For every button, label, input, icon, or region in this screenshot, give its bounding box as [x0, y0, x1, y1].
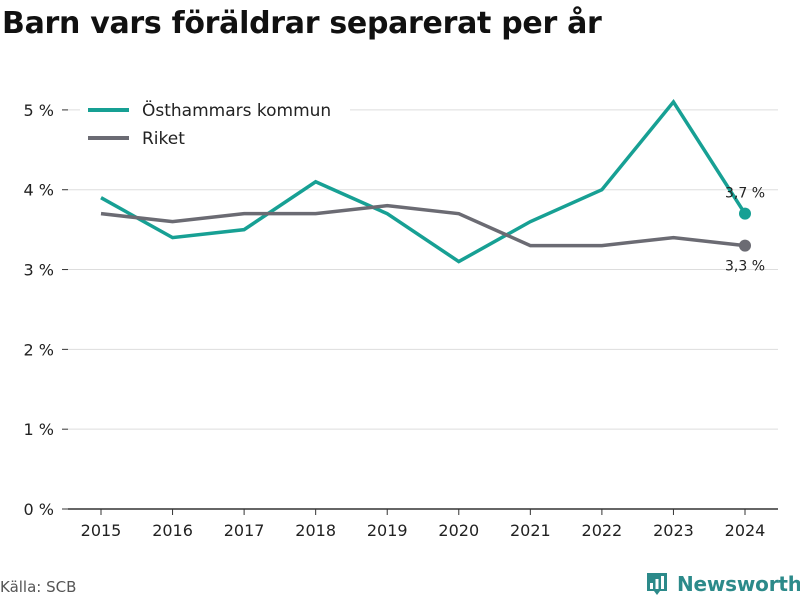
brand-name: Newsworthy — [677, 572, 800, 596]
series-line-0 — [100, 98, 747, 264]
x-axis: 2015 2016 2017 2018 2019 2020 2021 2022 2023 2024 — [68, 508, 778, 540]
brand-logo: Newsworthy — [645, 568, 800, 600]
series-line-1 — [100, 203, 746, 248]
end-value-label: 3,3 % — [725, 259, 765, 275]
y-tick-label: 5 % — [24, 101, 54, 120]
end-labels: 3,7 % 3,3 % — [725, 186, 765, 275]
x-tick-label: 2015 — [81, 521, 122, 540]
x-tick-label: 2019 — [367, 521, 408, 540]
y-tick-label: 1 % — [24, 420, 54, 439]
source-note: Källa: SCB — [0, 578, 77, 596]
legend: Östhammars kommun Riket — [80, 94, 350, 150]
bar-chart-icon — [647, 573, 667, 595]
legend-background — [80, 94, 350, 150]
end-marker — [739, 239, 751, 252]
x-tick-label: 2020 — [438, 521, 479, 540]
series-lines — [100, 98, 747, 264]
x-tick-label: 2022 — [582, 521, 623, 540]
x-tick-label: 2017 — [224, 521, 265, 540]
chart-title: Barn vars föräldrar separerat per år — [2, 6, 602, 41]
x-tick-label: 2023 — [653, 521, 694, 540]
y-tick-label: 0 % — [24, 500, 54, 519]
legend-label: Östhammars kommun — [142, 99, 331, 121]
end-marker — [739, 207, 751, 220]
y-tick-label: 2 % — [24, 340, 54, 359]
y-tick-label: 4 % — [24, 181, 54, 200]
legend-label: Riket — [142, 129, 185, 149]
x-tick-label: 2018 — [295, 521, 336, 540]
x-tick-label: 2024 — [725, 521, 766, 540]
y-axis-ticks: 0 % 1 % 2 % 3 % 4 % 5 % — [24, 101, 68, 519]
x-tick-label: 2016 — [152, 521, 193, 540]
gridlines — [68, 109, 778, 430]
x-tick-label: 2021 — [510, 521, 551, 540]
end-value-label: 3,7 % — [725, 186, 765, 202]
y-tick-label: 3 % — [24, 261, 54, 280]
